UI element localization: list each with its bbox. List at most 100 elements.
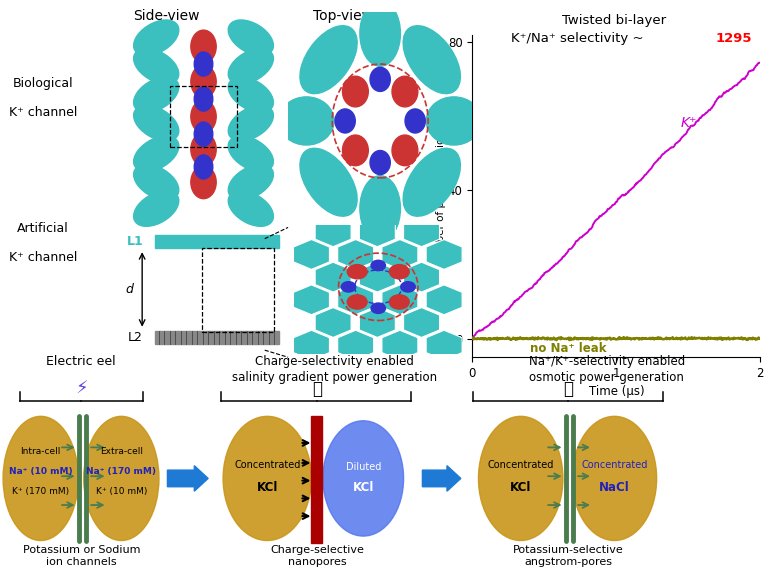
Polygon shape — [382, 240, 418, 270]
Bar — [155, 331, 280, 344]
Text: Electric eel: Electric eel — [46, 355, 115, 368]
Polygon shape — [293, 285, 329, 314]
Circle shape — [392, 76, 418, 107]
Circle shape — [194, 52, 213, 76]
Circle shape — [194, 122, 213, 146]
Circle shape — [341, 282, 356, 292]
Ellipse shape — [134, 164, 179, 200]
Circle shape — [392, 135, 418, 166]
Ellipse shape — [84, 416, 159, 540]
Polygon shape — [293, 240, 329, 270]
Circle shape — [371, 260, 386, 271]
Ellipse shape — [134, 136, 179, 172]
Text: Extra-cell: Extra-cell — [100, 448, 143, 456]
Text: 💡: 💡 — [563, 380, 574, 397]
Text: d: d — [125, 283, 133, 296]
Text: K⁺ channel: K⁺ channel — [8, 106, 77, 119]
Text: ⚡: ⚡ — [75, 380, 88, 397]
Ellipse shape — [572, 416, 657, 540]
Text: Concentrated: Concentrated — [581, 460, 647, 470]
Circle shape — [370, 67, 390, 92]
Polygon shape — [403, 308, 439, 338]
Ellipse shape — [228, 77, 273, 112]
Text: KCl: KCl — [257, 481, 278, 494]
Text: Artificial: Artificial — [17, 222, 68, 235]
Circle shape — [190, 30, 217, 63]
Circle shape — [190, 166, 217, 199]
Text: K⁺: K⁺ — [681, 116, 697, 130]
Text: no Na⁺ leak: no Na⁺ leak — [530, 342, 607, 355]
Circle shape — [190, 100, 217, 133]
X-axis label: Time (μs): Time (μs) — [588, 385, 644, 399]
Ellipse shape — [360, 176, 400, 241]
Ellipse shape — [279, 97, 334, 145]
Circle shape — [347, 295, 367, 309]
Ellipse shape — [228, 105, 273, 141]
Polygon shape — [338, 330, 374, 360]
Ellipse shape — [323, 420, 404, 536]
Polygon shape — [426, 330, 462, 360]
Circle shape — [343, 76, 369, 107]
Ellipse shape — [223, 416, 312, 540]
Ellipse shape — [478, 416, 563, 540]
Circle shape — [405, 109, 425, 133]
Circle shape — [190, 133, 217, 166]
Circle shape — [194, 155, 213, 179]
Ellipse shape — [300, 26, 357, 94]
Circle shape — [371, 303, 386, 313]
Ellipse shape — [426, 97, 482, 145]
Ellipse shape — [228, 164, 273, 200]
Polygon shape — [382, 285, 418, 314]
Circle shape — [389, 295, 409, 309]
Text: KCl: KCl — [510, 481, 531, 494]
Text: Intra-cell: Intra-cell — [21, 448, 61, 456]
Polygon shape — [359, 308, 396, 338]
Ellipse shape — [134, 191, 179, 226]
Text: Charge-selectivity enabled
salinity gradient power generation: Charge-selectivity enabled salinity grad… — [231, 355, 437, 384]
Polygon shape — [293, 330, 329, 360]
Ellipse shape — [300, 148, 357, 216]
Polygon shape — [403, 217, 439, 247]
Bar — [201, 248, 274, 332]
Polygon shape — [315, 262, 351, 292]
Circle shape — [401, 282, 415, 292]
Text: L1: L1 — [127, 235, 144, 248]
Circle shape — [194, 87, 213, 111]
Polygon shape — [315, 308, 351, 338]
Ellipse shape — [134, 105, 179, 141]
Text: Charge-selective
nanopores: Charge-selective nanopores — [270, 545, 364, 567]
Ellipse shape — [228, 48, 273, 84]
Circle shape — [370, 150, 390, 175]
Text: 1295: 1295 — [716, 32, 753, 45]
Polygon shape — [359, 217, 396, 247]
Text: NaCl: NaCl — [599, 481, 630, 494]
Ellipse shape — [134, 20, 179, 56]
Bar — [311, 416, 322, 543]
Polygon shape — [403, 262, 439, 292]
Polygon shape — [315, 217, 351, 247]
Text: Twisted bi-layer: Twisted bi-layer — [562, 14, 667, 28]
Text: Na⁺/K⁺-selectivity enabled
osmotic power generation: Na⁺/K⁺-selectivity enabled osmotic power… — [528, 355, 685, 384]
Ellipse shape — [228, 191, 273, 226]
Text: Concentrated: Concentrated — [234, 460, 300, 470]
Text: Diluted: Diluted — [346, 463, 381, 472]
Text: Concentrated: Concentrated — [488, 460, 554, 470]
Ellipse shape — [134, 48, 179, 84]
Ellipse shape — [403, 26, 460, 94]
Y-axis label: Number of permeated ions: Number of permeated ions — [436, 126, 446, 266]
Ellipse shape — [403, 148, 460, 216]
Polygon shape — [382, 330, 418, 360]
Ellipse shape — [134, 77, 179, 112]
FancyArrow shape — [422, 465, 461, 491]
Text: Potassium-selective
angstrom-pores: Potassium-selective angstrom-pores — [513, 545, 624, 567]
Circle shape — [335, 109, 356, 133]
Text: KCl: KCl — [353, 481, 374, 494]
Text: Side-view: Side-view — [134, 9, 200, 23]
Circle shape — [190, 65, 217, 98]
Text: K⁺ (170 mM): K⁺ (170 mM) — [12, 487, 69, 497]
Polygon shape — [338, 285, 374, 314]
Text: Top-view: Top-view — [313, 9, 372, 23]
Text: L2: L2 — [127, 331, 142, 344]
Text: K⁺ channel: K⁺ channel — [8, 251, 77, 264]
Polygon shape — [359, 262, 396, 292]
